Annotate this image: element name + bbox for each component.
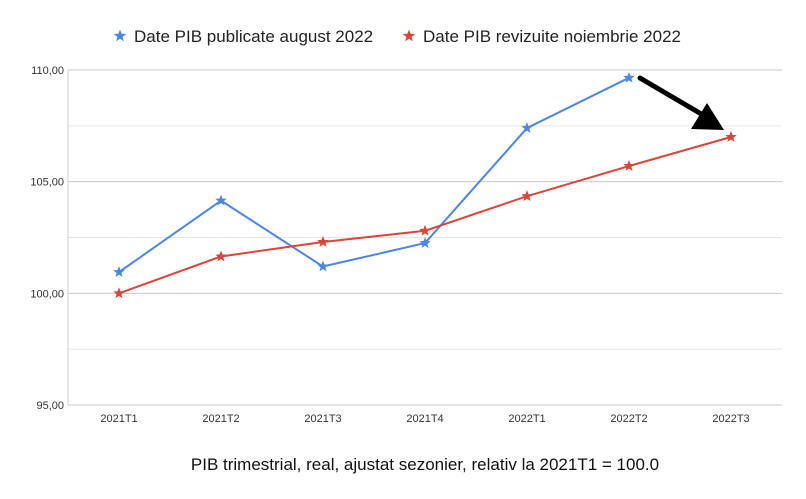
data-point	[113, 266, 125, 277]
arrow-head	[691, 103, 724, 130]
data-point	[419, 224, 431, 236]
data-point	[725, 131, 737, 142]
x-tick-label: 2022T2	[610, 413, 647, 425]
x-tick-label: 2021T2	[202, 413, 239, 425]
data-point	[113, 287, 125, 299]
data-point	[623, 71, 635, 83]
grid-lines	[67, 69, 782, 406]
data-point	[317, 260, 329, 272]
series-line	[118, 76, 630, 273]
legend-star-icon	[402, 29, 416, 42]
data-point	[215, 250, 227, 262]
legend-star-icon	[113, 29, 127, 42]
x-tick-label: 2021T3	[304, 413, 341, 425]
y-tick-label: 100,00	[30, 288, 64, 300]
x-tick-label: 2022T3	[712, 413, 749, 425]
series-line	[118, 136, 732, 295]
data-point	[521, 122, 533, 133]
series-layer	[113, 71, 737, 299]
arrow-shaft	[637, 75, 706, 118]
x-axis-title: PIB trimestrial, real, ajustat sezonier,…	[191, 455, 659, 474]
x-tick-label: 2021T4	[406, 413, 443, 425]
data-point	[317, 235, 329, 247]
data-point	[419, 237, 431, 248]
legend-item-august: Date PIB publicate august 2022	[113, 27, 373, 46]
x-tick-label: 2022T1	[508, 413, 545, 425]
legend-label-august: Date PIB publicate august 2022	[134, 27, 373, 46]
y-tick-label: 95,00	[36, 400, 64, 412]
data-point	[521, 190, 533, 202]
y-tick-label: 110,00	[31, 65, 64, 77]
y-axis: 95,00 100,00 105,00 110,00	[30, 65, 64, 412]
legend-label-noiembrie: Date PIB revizuite noiembrie 2022	[423, 27, 681, 46]
series-1	[113, 71, 635, 277]
data-point	[215, 194, 227, 206]
annotation-arrow	[637, 75, 724, 130]
x-tick-label: 2021T1	[100, 413, 137, 425]
legend: Date PIB publicate august 2022 Date PIB …	[113, 27, 681, 46]
series-2	[113, 131, 737, 299]
y-tick-label: 105,00	[30, 177, 64, 189]
legend-item-noiembrie: Date PIB revizuite noiembrie 2022	[402, 27, 681, 46]
data-point	[623, 160, 635, 171]
x-axis: 2021T1 2021T2 2021T3 2021T4 2022T1 2022T2 2022…	[100, 413, 749, 425]
